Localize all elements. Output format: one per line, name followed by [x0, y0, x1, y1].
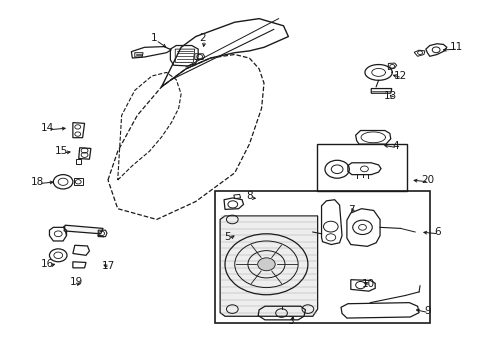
Circle shape — [257, 258, 275, 271]
Bar — [316, 144, 406, 192]
Text: 7: 7 — [348, 206, 354, 216]
Bar — [215, 191, 429, 323]
Text: 4: 4 — [391, 141, 398, 151]
Text: 1: 1 — [151, 33, 157, 43]
Text: 17: 17 — [101, 261, 114, 271]
Text: 19: 19 — [69, 277, 83, 287]
Polygon shape — [64, 225, 103, 234]
Text: 6: 6 — [433, 227, 440, 237]
Text: 14: 14 — [41, 123, 54, 133]
Text: 13: 13 — [384, 91, 397, 101]
Text: 11: 11 — [449, 42, 462, 52]
Text: 8: 8 — [245, 191, 252, 201]
Text: 5: 5 — [224, 232, 230, 242]
Text: 18: 18 — [31, 177, 44, 187]
Text: 2: 2 — [199, 33, 206, 43]
Text: 20: 20 — [420, 175, 433, 185]
Polygon shape — [220, 216, 317, 316]
Text: 16: 16 — [41, 259, 54, 269]
Text: 9: 9 — [423, 306, 430, 316]
Text: 12: 12 — [393, 71, 407, 81]
Text: 3: 3 — [287, 316, 294, 325]
Text: 10: 10 — [362, 279, 375, 289]
Text: 15: 15 — [55, 146, 68, 156]
